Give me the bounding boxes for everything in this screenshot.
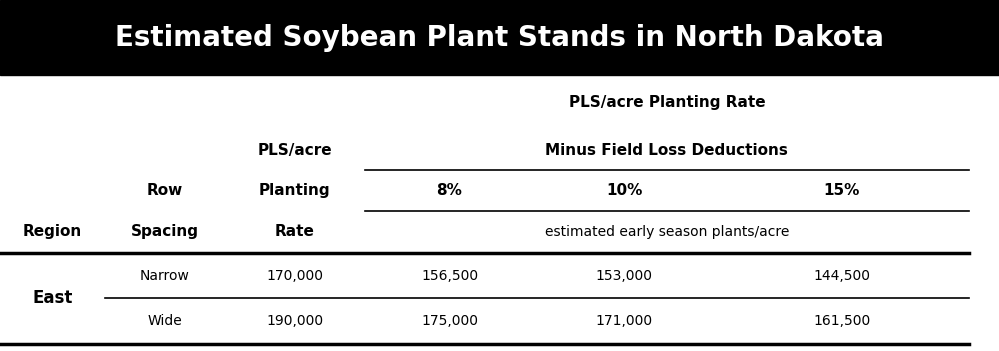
Text: estimated early season plants/acre: estimated early season plants/acre [544, 225, 789, 239]
Text: Minus Field Loss Deductions: Minus Field Loss Deductions [545, 143, 788, 158]
Text: 144,500: 144,500 [813, 269, 870, 283]
Text: Region: Region [23, 224, 82, 239]
Text: 15%: 15% [823, 183, 860, 198]
Text: 8%: 8% [437, 183, 463, 198]
Text: 161,500: 161,500 [813, 314, 870, 328]
Text: 10%: 10% [606, 183, 642, 198]
Text: 190,000: 190,000 [266, 314, 324, 328]
Text: East: East [32, 289, 73, 307]
Text: 153,000: 153,000 [595, 269, 653, 283]
Text: PLS/acre Planting Rate: PLS/acre Planting Rate [568, 95, 765, 110]
Text: Rate: Rate [275, 224, 315, 239]
Text: Narrow: Narrow [140, 269, 190, 283]
Text: Wide: Wide [148, 314, 182, 328]
Text: 156,500: 156,500 [421, 269, 479, 283]
Text: Planting: Planting [259, 183, 331, 198]
Text: Spacing: Spacing [131, 224, 199, 239]
Text: 171,000: 171,000 [595, 314, 653, 328]
Text: PLS/acre: PLS/acre [258, 143, 332, 158]
Bar [0, 0, 999, 75]
Text: Estimated Soybean Plant Stands in North Dakota: Estimated Soybean Plant Stands in North … [115, 24, 884, 52]
Text: Row: Row [147, 183, 183, 198]
Text: 175,000: 175,000 [421, 314, 479, 328]
Text: 170,000: 170,000 [266, 269, 324, 283]
